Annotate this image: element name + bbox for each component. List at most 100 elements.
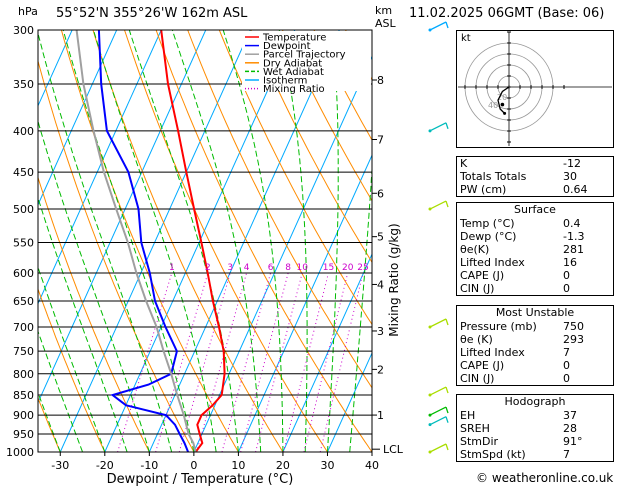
hodograph-frame	[456, 30, 614, 148]
surface-row: Temp (°C) 0.4	[457, 217, 613, 230]
wind-barb	[429, 200, 447, 210]
temperature-tick-label: 20	[276, 459, 290, 472]
wet-adiabat-line	[38, 265, 106, 452]
hodograph-table: Hodograph EH 37 SREH 28 StmDir 91° StmSpd (kt)…	[456, 394, 614, 462]
wind-barb-flag	[445, 416, 449, 423]
wind-barb-dot	[428, 423, 432, 427]
surface-row: Lifted Index 16	[457, 256, 613, 269]
surface-label: CIN (J)	[460, 282, 495, 295]
wind-barb	[429, 443, 447, 453]
dry-adiabat-line	[250, 30, 372, 264]
legend-label: Wet Adiabat	[263, 67, 324, 78]
index-label: Totals Totals	[460, 170, 527, 183]
legend-label: Dry Adiabat	[263, 58, 322, 69]
isotherm-line	[38, 30, 73, 108]
unstable-label: θe (K)	[460, 333, 493, 346]
dry-adiabat-line	[38, 396, 61, 452]
most-unstable-title: Most Unstable	[495, 306, 575, 319]
asl-label: ASL	[375, 17, 396, 30]
hodograph-value: 91°	[563, 435, 583, 448]
temperature-tick-label: 30	[320, 459, 334, 472]
wind-barb-flag	[445, 386, 449, 394]
unstable-value: 0	[563, 359, 570, 372]
pressure-tick-label: 750	[13, 345, 34, 358]
wind-barb-flag	[445, 318, 449, 326]
legend-box	[242, 31, 371, 91]
wind-barb-flag	[445, 21, 449, 29]
pressure-tick-label: 950	[13, 428, 34, 441]
surface-value: 0.4	[563, 217, 581, 230]
mixing-ratio-line	[319, 272, 364, 452]
dry-adiabat-line	[281, 30, 372, 202]
isotherm-line	[38, 30, 118, 206]
isotherm-line	[59, 30, 251, 452]
hodograph-storm-motion	[500, 102, 505, 107]
surface-value: 0	[563, 282, 570, 295]
unstable-row: θe (K) 293	[457, 333, 613, 346]
wind-barb-dot	[428, 28, 432, 32]
unstable-value: 7	[563, 346, 570, 359]
dry-adiabat-line	[218, 30, 372, 326]
wind-barb	[429, 122, 447, 132]
index-value: -12	[563, 157, 581, 170]
unstable-row: CAPE (J) 0	[457, 359, 613, 372]
mixing-ratio-label: 10	[296, 263, 308, 273]
wet-adiabat-line	[222, 30, 284, 452]
temperature-tick-label: -20	[96, 459, 114, 472]
unstable-label: Lifted Index	[460, 346, 525, 359]
km-unit: km	[375, 4, 393, 17]
hodograph-value: 37	[563, 409, 577, 422]
unstable-row: CIN (J) 0	[457, 372, 613, 385]
mixing-ratio-label: 1	[169, 263, 175, 273]
isotherm-line	[38, 30, 207, 404]
plot-frame	[37, 29, 373, 453]
isotherm-line	[104, 30, 296, 452]
km-tick-label: 2	[377, 363, 384, 376]
km-tick-label: 6	[377, 187, 384, 200]
pressure-tick-label: 800	[13, 368, 34, 381]
hodograph-row: SREH 28	[457, 422, 613, 435]
wind-barb-flag	[445, 443, 449, 451]
hodograph-label: SREH	[460, 422, 490, 435]
wet-adiabat-line	[327, 30, 339, 452]
index-value: 0.64	[563, 183, 588, 196]
km-tick-label: 3	[377, 325, 384, 338]
unstable-row: Pressure (mb) 750	[457, 320, 613, 333]
mixing-ratio-label: 25	[357, 263, 368, 273]
mixing-ratio-label: 4	[244, 263, 250, 273]
isotherm-line	[282, 252, 372, 452]
wind-barb-flag	[445, 406, 449, 414]
pressure-tick-label: 850	[13, 389, 34, 402]
hodograph-ring-label: 20	[497, 93, 507, 102]
index-row: Totals Totals 30	[457, 170, 613, 183]
unstable-label: CAPE (J)	[460, 359, 505, 372]
copyright: © weatheronline.co.uk	[476, 471, 614, 485]
isotherm-line	[237, 154, 372, 452]
hodograph-ring-label: 40	[488, 101, 498, 110]
mixing-ratio-label: 15	[323, 263, 334, 273]
unstable-row: Lifted Index 7	[457, 346, 613, 359]
profile-dewpoint	[97, 30, 190, 452]
profile-parcel-trajectory	[75, 30, 197, 452]
index-label: K	[460, 157, 468, 170]
surface-row: CAPE (J) 0	[457, 269, 613, 282]
hodograph-label: StmSpd (kt)	[460, 448, 526, 461]
surface-label: Temp (°C)	[460, 217, 515, 230]
pressure-tick-label: 1000	[6, 446, 34, 459]
surface-row: θe(K) 281	[457, 243, 613, 256]
most-unstable-table: Most Unstable Pressure (mb) 750 θe (K) 293 L…	[456, 305, 614, 386]
surface-label: Dewp (°C)	[460, 230, 517, 243]
temperature-tick-label: 10	[231, 459, 245, 472]
pressure-tick-label: 600	[13, 267, 34, 280]
pressure-tick-label: 350	[13, 78, 34, 91]
surface-value: 16	[563, 256, 577, 269]
pressure-tick-label: 900	[13, 409, 34, 422]
legend-label: Dewpoint	[263, 41, 311, 52]
x-axis-label: Dewpoint / Temperature (°C)	[107, 472, 294, 486]
index-row: K -12	[457, 157, 613, 170]
mixing-ratio-label: 20	[342, 263, 354, 273]
datetime-title: 11.02.2025 06GMT (Base: 06)	[409, 6, 605, 21]
wet-adiabat-line	[171, 30, 262, 452]
